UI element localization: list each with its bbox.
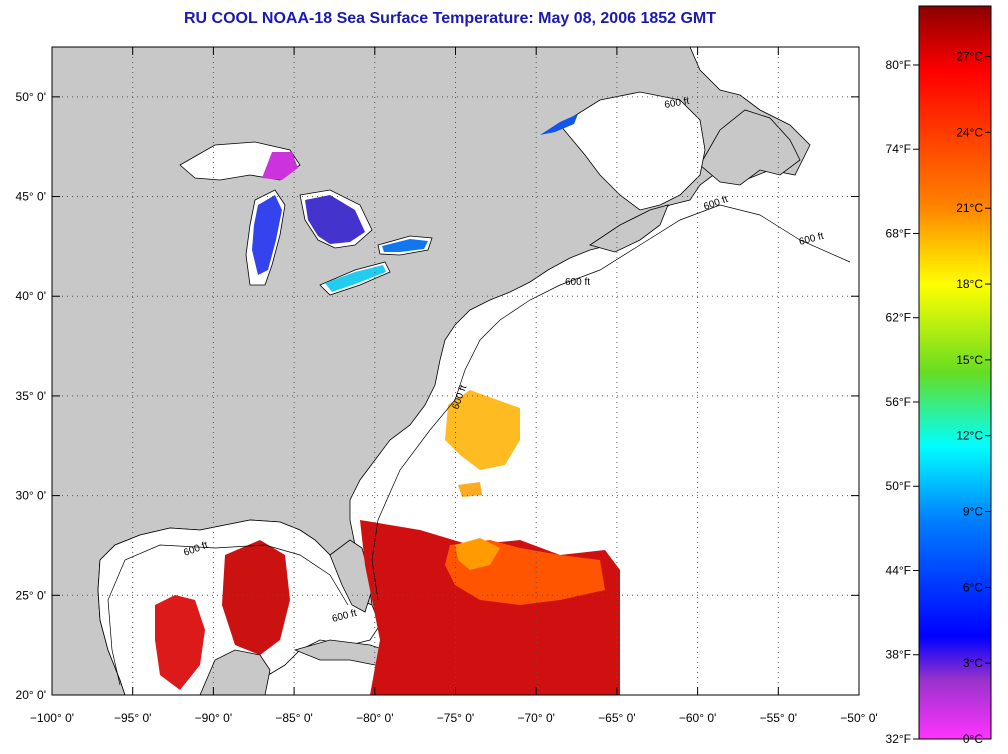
chart-title: RU COOL NOAA-18 Sea Surface Temperature:…	[183, 10, 717, 27]
lon-tick-label: −90° 0'	[195, 711, 232, 725]
land-nova-scotia	[589, 204, 669, 253]
sst-gulf-central	[222, 540, 290, 655]
colorbar-f-label: 62°F	[886, 311, 911, 325]
colorbar-f-label: 44°F	[886, 563, 911, 577]
colorbar-f-label: 38°F	[886, 648, 911, 662]
lat-tick-label: 35° 0'	[16, 389, 46, 403]
contour-label: 600 ft	[565, 277, 590, 288]
lon-tick-label: −65° 0'	[598, 711, 635, 725]
lat-tick-label: 50° 0'	[16, 90, 46, 104]
map-axes: −100° 0' −95° 0' −90° 0' −85° 0' −80° 0' −75°…	[16, 47, 878, 725]
lat-tick-label: 40° 0'	[16, 289, 46, 303]
sst-gulf-stream	[445, 390, 520, 470]
colorbar-c-label: 18°C	[956, 277, 983, 291]
sst-lake-michigan	[252, 195, 282, 275]
sst-st-lawrence	[540, 114, 578, 135]
colorbar-f-label: 74°F	[886, 142, 911, 156]
lon-tick-label: −55° 0'	[760, 711, 797, 725]
lon-tick-label: −75° 0'	[437, 711, 474, 725]
sst-atlantic-orange	[455, 538, 500, 570]
sst-lake-superior	[262, 152, 298, 180]
map-area: 600 ft 600 ft 600 ft 600 ft 600 ft 600 f…	[52, 47, 859, 695]
lon-tick-label: −85° 0'	[275, 711, 312, 725]
colorbar-labels: 80°F 74°F 68°F 62°F 56°F 50°F 44°F 38°F 32°F 27°C…	[886, 50, 991, 746]
colorbar-c-label: 9°C	[963, 505, 983, 519]
colorbar-c-label: 12°C	[956, 429, 983, 443]
lat-tick-label: 45° 0'	[16, 190, 46, 204]
gulf-st-lawrence	[559, 91, 706, 211]
contour-label: 600 ft	[664, 96, 691, 111]
lat-tick-label: 25° 0'	[16, 588, 46, 602]
lon-tick-label: −50° 0'	[840, 711, 877, 725]
lon-tick-label: −70° 0'	[517, 711, 554, 725]
sst-lake-huron	[305, 195, 365, 244]
lon-tick-label: −60° 0'	[679, 711, 716, 725]
sst-lake-erie	[325, 265, 386, 292]
colorbar-c-label: 0°C	[963, 732, 983, 746]
sst-gulf-stream-small	[458, 482, 482, 497]
colorbar-f-label: 50°F	[886, 479, 911, 493]
contour-600ft	[107, 204, 851, 686]
sst-lake-ontario	[382, 239, 428, 252]
lon-tick-label: −95° 0'	[114, 711, 151, 725]
lat-tick-label: 20° 0'	[16, 688, 46, 702]
colorbar-c-label: 24°C	[956, 125, 983, 139]
lon-tick-label: −80° 0'	[356, 711, 393, 725]
colorbar-f-label: 56°F	[886, 395, 911, 409]
colorbar-c-label: 3°C	[963, 656, 983, 670]
graticule	[52, 47, 859, 695]
colorbar-f-label: 80°F	[886, 58, 911, 72]
lon-tick-label: −100° 0'	[30, 711, 74, 725]
lat-tick-label: 30° 0'	[16, 489, 46, 503]
colorbar-c-label: 15°C	[956, 353, 983, 367]
colorbar-c-label: 21°C	[956, 201, 983, 215]
colorbar-c-label: 6°C	[963, 580, 983, 594]
land-newfoundland	[699, 109, 801, 186]
colorbar-f-label: 32°F	[886, 732, 911, 746]
colorbar	[918, 5, 992, 740]
colorbar-c-label: 27°C	[956, 50, 983, 64]
colorbar-f-label: 68°F	[886, 226, 911, 240]
sst-gulf-west	[155, 595, 205, 690]
